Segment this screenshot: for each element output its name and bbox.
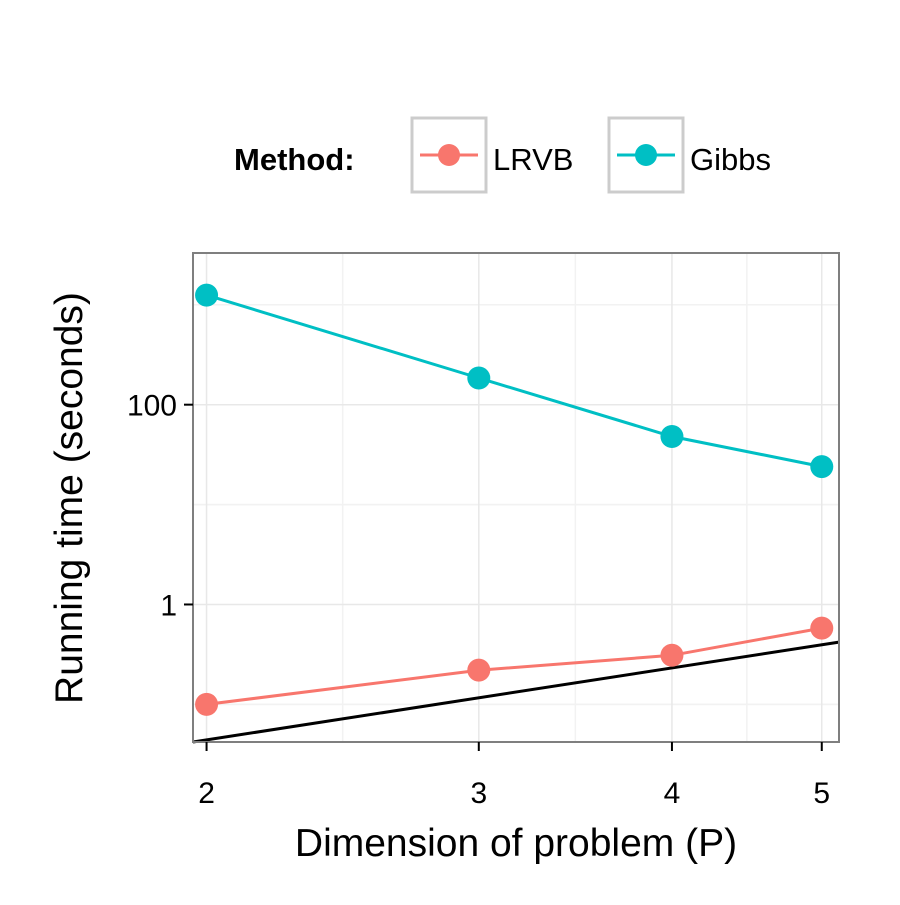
data-point-gibbs	[195, 283, 219, 307]
grid-minor	[193, 253, 839, 742]
y-tick-label: 1	[160, 589, 177, 622]
legend: Method: LRVB Gibbs	[234, 116, 771, 194]
x-tick-label: 2	[198, 777, 215, 810]
data-point-gibbs	[467, 366, 491, 390]
legend-label-gibbs: Gibbs	[690, 142, 771, 177]
series-line-gibbs	[206, 293, 823, 469]
x-axis: 2 3 4 5	[198, 742, 830, 810]
x-tick-label: 5	[813, 777, 830, 810]
legend-key-gibbs-point	[635, 144, 657, 166]
legend-key-lrvb-point	[438, 144, 460, 166]
data-point-lrvb	[195, 692, 219, 716]
data-point-lrvb	[660, 643, 684, 667]
reference-line	[192, 640, 840, 744]
series-layer	[192, 283, 840, 744]
legend-title: Method:	[234, 142, 355, 177]
plot-background	[193, 253, 839, 742]
x-axis-title: Dimension of problem (P)	[295, 822, 737, 865]
y-tick-label: 100	[127, 390, 177, 423]
series-line-lrvb	[206, 626, 823, 706]
data-point-gibbs	[660, 425, 684, 449]
x-tick-label: 4	[664, 777, 681, 810]
y-axis: 1 100	[127, 390, 193, 622]
data-point-gibbs	[810, 455, 834, 479]
legend-label-lrvb: LRVB	[493, 142, 573, 177]
x-tick-label: 3	[470, 777, 487, 810]
data-point-lrvb	[810, 616, 834, 640]
plot-border	[192, 252, 840, 743]
data-point-lrvb	[467, 658, 491, 682]
y-axis-title: Running time (seconds)	[48, 292, 91, 704]
